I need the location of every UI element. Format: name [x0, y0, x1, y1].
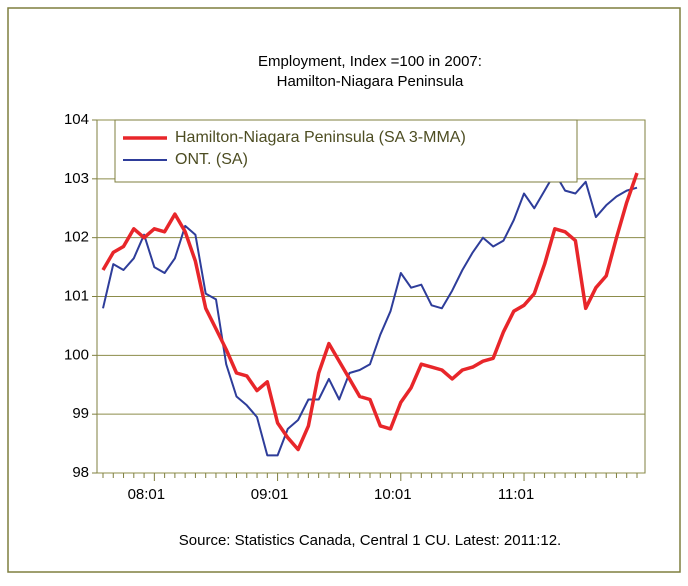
- y-tick-label: 101: [64, 287, 89, 304]
- y-tick-label: 100: [64, 346, 89, 363]
- y-tick-label: 98: [72, 464, 89, 481]
- x-tick-label: 09:01: [251, 486, 289, 503]
- x-tick-label: 08:01: [128, 486, 166, 503]
- x-tick-label: 10:01: [374, 486, 412, 503]
- chart-title: Hamilton-Niagara Peninsula: [277, 73, 464, 90]
- source-note: Source: Statistics Canada, Central 1 CU.…: [179, 532, 561, 549]
- legend-label: Hamilton-Niagara Peninsula (SA 3-MMA): [175, 129, 466, 146]
- y-tick-label: 104: [64, 111, 89, 128]
- series-line: [102, 172, 638, 457]
- series-line: [101, 172, 639, 452]
- y-tick-label: 103: [64, 170, 89, 187]
- y-tick-label: 102: [64, 229, 89, 246]
- legend-label: ONT. (SA): [175, 151, 248, 168]
- chart-title: Employment, Index =100 in 2007:: [258, 53, 482, 70]
- legend-box: [114, 119, 578, 183]
- x-tick-label: 11:01: [498, 486, 534, 503]
- y-tick-label: 99: [72, 405, 89, 422]
